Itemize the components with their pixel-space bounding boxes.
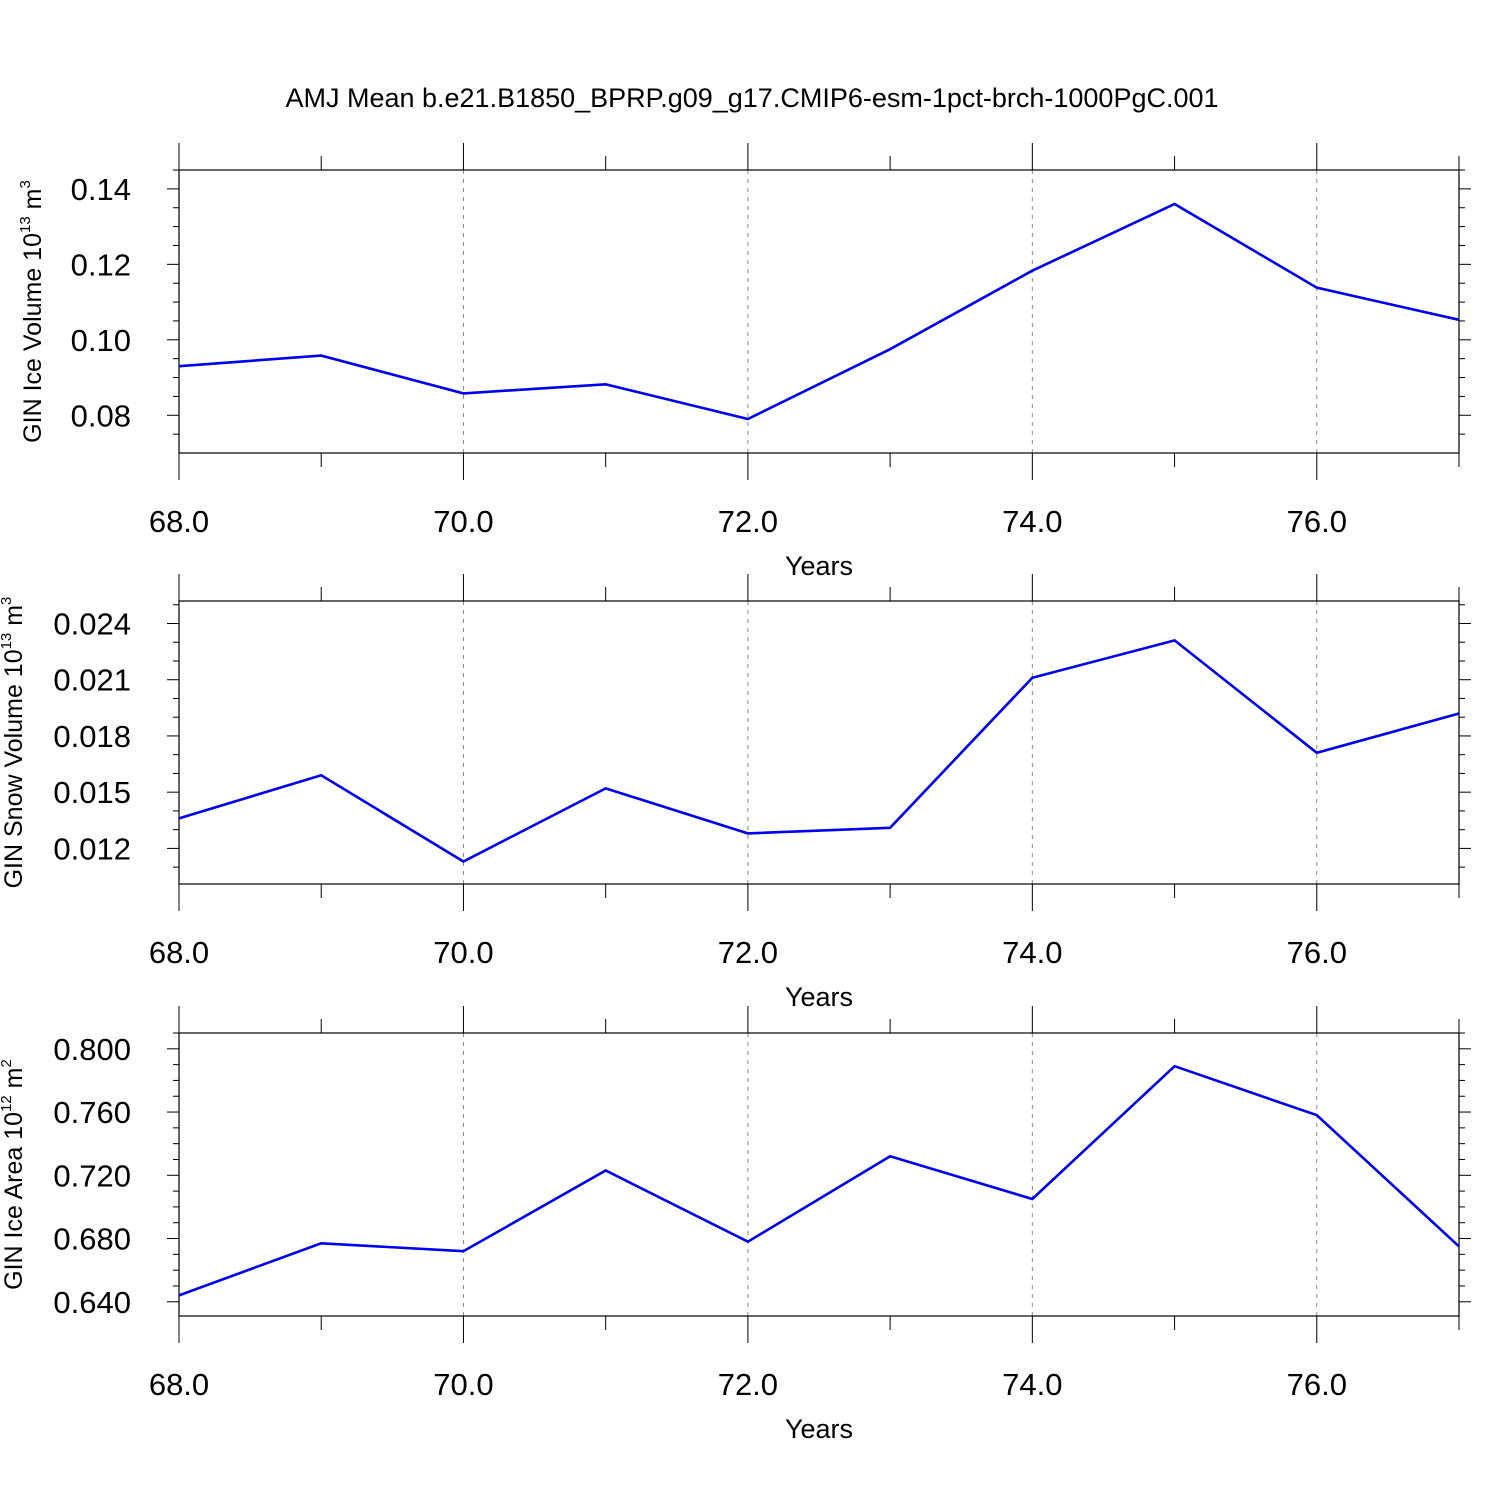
data-point	[1315, 1113, 1319, 1117]
plot-frame	[178, 600, 1460, 885]
y-axis-label: GIN Ice Volume 1013 m3	[17, 180, 47, 443]
x-axis-label: Years	[785, 982, 853, 1012]
data-point	[461, 860, 465, 864]
data-point	[1457, 711, 1461, 715]
y-tick-label: 0.14	[71, 172, 131, 207]
plot-frame	[178, 169, 1460, 454]
data-point	[1315, 286, 1319, 290]
panel-3: 0.640 0.680 0.720 0.760 0.800 68.0 70.0 72.0 74.…	[0, 1006, 1471, 1444]
x-tick-label: 70.0	[433, 1367, 493, 1402]
y-axis-label: GIN Snow Volume 1013 m3	[0, 597, 28, 889]
plot-frame	[178, 1032, 1460, 1317]
data-point	[746, 417, 750, 421]
x-tick-label: 68.0	[149, 935, 209, 970]
figure-title: AMJ Mean b.e21.B1850_BPRP.g09_g17.CMIP6-…	[285, 83, 1218, 113]
data-point	[1030, 676, 1034, 680]
x-tick-label: 72.0	[718, 1367, 778, 1402]
panels: 0.08 0.10 0.12 0.14 68.0 70.0 72.0 74.0 76.0 Year…	[0, 143, 1471, 1444]
y-tick-label: 0.760	[53, 1095, 131, 1130]
data-point	[177, 816, 181, 820]
y-tick-label: 0.012	[53, 831, 131, 866]
y-tick-label: 0.024	[53, 606, 131, 641]
x-tick-label: 70.0	[433, 935, 493, 970]
data-point	[319, 773, 323, 777]
x-axis-label: Years	[785, 1414, 853, 1444]
x-tick-label: 74.0	[1002, 504, 1062, 539]
x-tick-label: 76.0	[1287, 1367, 1347, 1402]
data-point	[1030, 1197, 1034, 1201]
data-point	[1457, 318, 1461, 322]
x-tick-label: 68.0	[149, 504, 209, 539]
series-line	[178, 638, 1460, 863]
data-point	[888, 826, 892, 830]
data-point	[1030, 269, 1034, 273]
y-tick-label: 0.10	[71, 323, 131, 358]
y-tick-label: 0.800	[53, 1032, 131, 1067]
data-point	[319, 354, 323, 358]
y-tick-label: 0.12	[71, 247, 131, 282]
data-point	[604, 1169, 608, 1173]
panel-1: 0.08 0.10 0.12 0.14 68.0 70.0 72.0 74.0 76.0 Year…	[17, 143, 1471, 581]
data-point	[177, 1293, 181, 1297]
data-point	[1173, 202, 1177, 206]
data-point	[319, 1241, 323, 1245]
data-point	[604, 382, 608, 386]
y-tick-label: 0.680	[53, 1222, 131, 1257]
data-point	[888, 347, 892, 351]
data-point	[604, 786, 608, 790]
series-line	[178, 202, 1460, 421]
y-tick-label: 0.021	[53, 663, 131, 698]
x-tick-label: 72.0	[718, 935, 778, 970]
data-point	[1173, 638, 1177, 642]
data-point	[888, 1154, 892, 1158]
data-point	[177, 364, 181, 368]
x-tick-label: 72.0	[718, 504, 778, 539]
y-tick-label: 0.08	[71, 398, 131, 433]
data-point	[461, 391, 465, 395]
x-tick-label: 76.0	[1287, 504, 1347, 539]
y-tick-label: 0.018	[53, 719, 131, 754]
x-axis-label: Years	[785, 551, 853, 581]
panel-2: 0.012 0.015 0.018 0.021 0.024 68.0 70.0 72.0 74.…	[0, 574, 1471, 1012]
x-tick-label: 68.0	[149, 1367, 209, 1402]
data-point	[1315, 751, 1319, 755]
x-tick-label: 74.0	[1002, 1367, 1062, 1402]
y-axis-label: GIN Ice Area 1012 m2	[0, 1059, 28, 1290]
series-line	[178, 1064, 1460, 1297]
data-point	[746, 1240, 750, 1244]
data-point	[1457, 1244, 1461, 1248]
y-tick-label: 0.015	[53, 775, 131, 810]
y-tick-label: 0.720	[53, 1158, 131, 1193]
data-point	[461, 1249, 465, 1253]
data-point	[1173, 1064, 1177, 1068]
x-tick-label: 74.0	[1002, 935, 1062, 970]
y-tick-label: 0.640	[53, 1285, 131, 1320]
x-tick-label: 70.0	[433, 504, 493, 539]
data-point	[746, 831, 750, 835]
x-tick-label: 76.0	[1287, 935, 1347, 970]
